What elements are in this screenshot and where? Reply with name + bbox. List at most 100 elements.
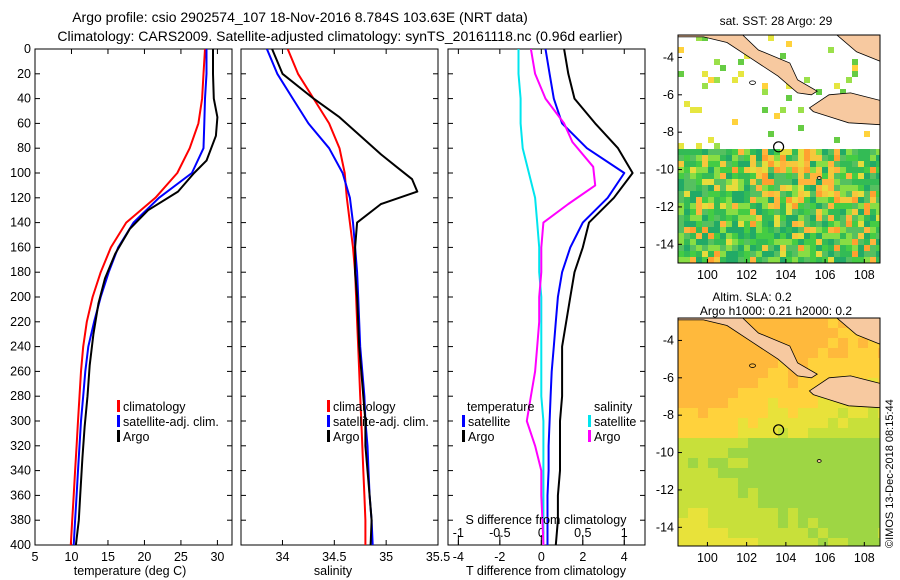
map-cell [788, 508, 798, 518]
map-cell [768, 408, 778, 418]
map-cell [792, 209, 798, 215]
map-cell [728, 428, 738, 438]
map-cell [852, 167, 858, 173]
map-cell [846, 209, 852, 215]
map-cell [698, 368, 708, 378]
map-x-tick-label: 102 [736, 551, 757, 565]
inner-x-tick-label: 0 [538, 526, 545, 540]
map-cell [848, 478, 858, 488]
series-line-satellite-adj-clim- [265, 49, 374, 545]
java-land [808, 375, 880, 409]
map-cell [684, 221, 690, 227]
map-cell [878, 478, 880, 488]
map-cell [708, 149, 714, 155]
map-cell [788, 498, 798, 508]
temperature-plot-frame [34, 48, 233, 546]
map-cell [732, 227, 738, 233]
series-line-argo [74, 49, 219, 545]
map-cell [678, 538, 688, 546]
map-cell [858, 358, 868, 368]
map-cell [728, 478, 738, 488]
sla-map-subtitle: Argo h1000: 0.21 h2000: 0.2 [700, 304, 852, 318]
map-cell [868, 468, 878, 478]
y-tick-label: 360 [10, 488, 31, 502]
map-cell [702, 71, 708, 77]
map-cell [720, 251, 726, 257]
map-cell [714, 155, 720, 161]
map-cell [868, 488, 878, 498]
map-cell [810, 185, 816, 191]
map-cell [678, 257, 684, 263]
map-cell [698, 338, 708, 348]
map-cell [762, 251, 768, 257]
map-cell [878, 438, 880, 448]
map-cell [720, 191, 726, 197]
map-cell [808, 318, 818, 328]
y-tick-label: 240 [10, 340, 31, 354]
map-cell [858, 203, 864, 209]
map-cell [878, 348, 880, 358]
map-cell [708, 257, 714, 263]
map-cell [792, 239, 798, 245]
map-cell [822, 155, 828, 161]
map-cell [798, 227, 804, 233]
map-cell [696, 239, 702, 245]
map-cell [840, 227, 846, 233]
map-cell [738, 468, 748, 478]
map-cell [758, 378, 768, 388]
map-cell [768, 209, 774, 215]
map-cell [698, 518, 708, 528]
map-cell [750, 233, 756, 239]
map-cell [798, 155, 804, 161]
map-cell [720, 161, 726, 167]
map-cell [838, 518, 848, 528]
map-cell [788, 518, 798, 528]
map-cell [702, 155, 708, 161]
map-cell [696, 143, 702, 149]
map-cell [834, 239, 840, 245]
map-cell [788, 438, 798, 448]
map-x-tick-label: 104 [775, 268, 796, 282]
map-cell [852, 179, 858, 185]
map-cell [774, 203, 780, 209]
map-cell [838, 408, 848, 418]
map-cell [690, 251, 696, 257]
map-cell [768, 239, 774, 245]
map-cell [846, 185, 852, 191]
map-cell [788, 338, 798, 348]
map-cell [858, 348, 868, 358]
series-line-t-satellite [544, 49, 626, 545]
map-cell [852, 173, 858, 179]
map-cell [828, 221, 834, 227]
map-cell [786, 257, 792, 263]
legend-label-climatology: climatology [333, 400, 396, 414]
map-cell [876, 239, 880, 245]
map-cell [852, 257, 858, 263]
legend-swatch-climatology [327, 400, 330, 412]
map-cell [708, 508, 718, 518]
map-cell [810, 251, 816, 257]
map-cell [708, 418, 718, 428]
map-cell [786, 227, 792, 233]
map-y-tick-label: -4 [663, 333, 674, 347]
map-cell [720, 167, 726, 173]
sumatra-land [678, 35, 818, 96]
map-cell [798, 191, 804, 197]
map-cell [702, 83, 708, 89]
map-cell [778, 458, 788, 468]
map-cell [840, 221, 846, 227]
map-cell [822, 203, 828, 209]
map-cell [678, 161, 684, 167]
map-cell [838, 468, 848, 478]
map-cell [864, 173, 870, 179]
map-cell [718, 378, 728, 388]
map-cell [748, 408, 758, 418]
map-cell [708, 378, 718, 388]
map-cell [846, 251, 852, 257]
temperature-series [69, 49, 219, 545]
map-cell [852, 149, 858, 155]
map-cell [718, 358, 728, 368]
map-cell [758, 368, 768, 378]
map-cell [822, 173, 828, 179]
map-cell [774, 215, 780, 221]
